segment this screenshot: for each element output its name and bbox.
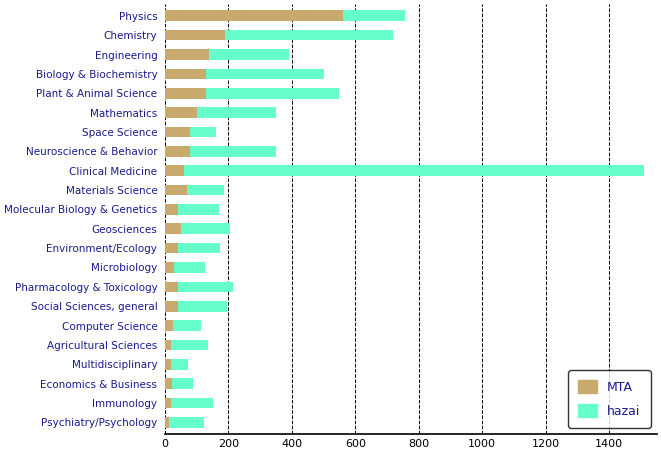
Bar (178, 204, 219, 215)
Bar (165, 30, 225, 40)
Bar (165, 10, 342, 21)
Bar (171, 340, 208, 350)
Bar (171, 359, 188, 370)
Bar (178, 281, 233, 292)
Bar (165, 204, 178, 215)
Bar (171, 398, 214, 408)
Bar (165, 301, 178, 312)
Bar (165, 68, 206, 79)
Bar (178, 243, 221, 253)
Bar (190, 127, 215, 137)
Bar (172, 378, 192, 389)
Bar (206, 68, 324, 79)
Bar (165, 243, 178, 253)
Bar (181, 223, 230, 234)
Bar (225, 30, 393, 40)
Legend: MTA, hazai: MTA, hazai (568, 371, 650, 428)
Bar (165, 88, 206, 99)
Bar (184, 165, 644, 176)
Bar (175, 262, 205, 273)
Bar (165, 127, 190, 137)
Bar (165, 359, 171, 370)
Bar (206, 88, 340, 99)
Bar (165, 49, 210, 60)
Bar (197, 107, 276, 118)
Bar (165, 320, 173, 331)
Bar (165, 223, 181, 234)
Bar (165, 378, 172, 389)
Bar (165, 417, 169, 428)
Bar (165, 281, 178, 292)
Bar (178, 301, 227, 312)
Bar (165, 185, 187, 195)
Bar (165, 165, 184, 176)
Bar (169, 417, 204, 428)
Bar (165, 398, 171, 408)
Bar (165, 340, 171, 350)
Bar (165, 146, 190, 157)
Bar (165, 262, 175, 273)
Bar (165, 107, 197, 118)
Bar (187, 185, 223, 195)
Bar (342, 10, 405, 21)
Bar (210, 49, 289, 60)
Bar (173, 320, 202, 331)
Bar (190, 146, 276, 157)
